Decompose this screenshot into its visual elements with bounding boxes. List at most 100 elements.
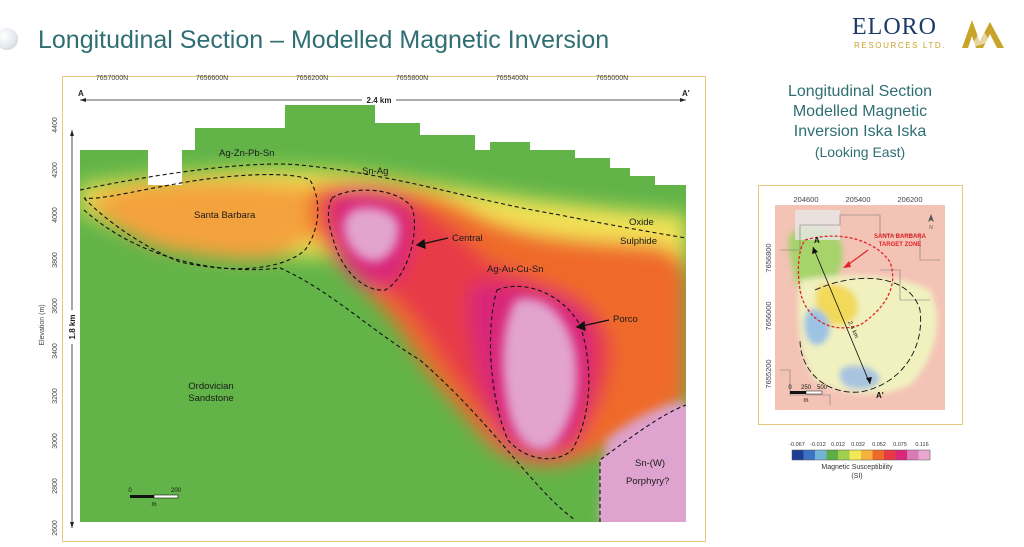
legend-border <box>791 449 931 461</box>
inset-northing-labels: 7656800 7656000 7655200 <box>764 243 773 388</box>
inset-northing-label: 7655200 <box>764 359 773 388</box>
northing-label: 7655800N <box>396 75 428 82</box>
feature-labels: Ag-Zn-Pb-Sn Sn-Ag Santa Barbara Central … <box>188 148 669 487</box>
elevation-tick: 2800 <box>52 478 59 494</box>
legend-swatch <box>815 450 827 460</box>
inset-scale-tick: 0 <box>788 385 792 391</box>
elevation-tick: 3200 <box>52 388 59 404</box>
side-title-line: (Looking East) <box>814 144 906 160</box>
label-oxide: Oxide <box>629 217 654 228</box>
inset-scale-unit: m <box>804 398 809 404</box>
north-label: N <box>929 225 933 231</box>
side-title-line: Modelled Magnetic <box>792 103 928 120</box>
inset-scale-bar: 0 250 500 m <box>788 385 827 404</box>
legend-swatch <box>792 450 804 460</box>
side-title-line: Longitudinal Section <box>787 83 933 100</box>
scale-unit: m <box>152 502 157 508</box>
inset-end-label: A' <box>876 391 884 400</box>
section-end-label: A' <box>682 89 690 98</box>
legend-swatch <box>838 450 850 460</box>
eloro-logo: ELORO RESOURCES LTD. <box>848 12 1008 54</box>
northing-label: 7656200N <box>296 75 328 82</box>
target-zone-label: TARGET ZONE <box>879 242 922 248</box>
easting-label: 204600 <box>793 195 818 204</box>
scale-max: 200 <box>171 488 182 494</box>
legend-title-text: Magnetic Susceptibility <box>821 464 893 471</box>
easting-label: 206200 <box>897 195 922 204</box>
elevation-tick: 4000 <box>52 207 59 223</box>
elevation-axis-label: Elevation (m) <box>39 304 46 345</box>
legend-swatch <box>918 450 931 460</box>
elevation-axis: 4400 4200 4000 3800 3600 3400 3200 3000 … <box>39 117 59 536</box>
legend-tick: -0.012 <box>810 442 826 448</box>
label-santa-barbara: Santa Barbara <box>194 210 256 221</box>
interpretation-lines <box>79 163 687 522</box>
legend-swatch <box>872 450 885 460</box>
legend-title: Magnetic Susceptibility (SI) <box>782 463 932 481</box>
northing-label: 7655400N <box>496 75 528 82</box>
legend-ticks: -0.067 -0.012 0.012 0.032 0.052 0.075 0.… <box>789 442 928 448</box>
legend-swatch <box>907 450 919 460</box>
label-ag-au-cu-sn: Ag-Au-Cu-Sn <box>487 264 544 275</box>
label-ag-zn-pb-sn: Ag-Zn-Pb-Sn <box>219 148 274 159</box>
logo-wordmark: ELORO <box>852 14 937 40</box>
legend-swatch <box>849 450 862 460</box>
bullet-decoration <box>0 28 18 50</box>
legend-swatch <box>861 450 873 460</box>
target-zone-label: SANTA BARBARA <box>874 234 927 240</box>
inset-scale-tick: 500 <box>817 385 828 391</box>
legend-swatch <box>895 450 908 460</box>
label-sn-ag: Sn-Ag <box>362 166 388 177</box>
label-sulphide: Sulphide <box>620 236 657 247</box>
magnetic-model <box>80 105 686 522</box>
section-frame <box>62 76 706 542</box>
easting-label: 205400 <box>845 195 870 204</box>
label-porphyry: Porphyry? <box>626 476 669 487</box>
side-panel-title: Longitudinal Section Modelled Magnetic I… <box>745 82 975 162</box>
inset-map-frame <box>758 185 963 425</box>
side-title-line: Inversion Iska Iska <box>793 123 927 140</box>
label-central: Central <box>452 233 483 244</box>
northing-label: 7655000N <box>596 75 628 82</box>
elevation-tick: 3600 <box>52 298 59 314</box>
north-arrow-icon <box>928 214 934 222</box>
legend-tick: 0.075 <box>893 442 907 448</box>
legend-tick: 0.116 <box>915 442 928 448</box>
legend-tick: 0.012 <box>831 442 845 448</box>
logo-subtitle: RESOURCES LTD. <box>854 41 947 50</box>
section-start-label: A <box>78 89 84 98</box>
elevation-tick: 3800 <box>52 252 59 268</box>
inset-scale-tick: 250 <box>801 385 812 391</box>
legend-swatch <box>803 450 816 460</box>
label-sandstone: Sandstone <box>188 393 233 404</box>
inset-start-label: A <box>814 236 820 245</box>
inset-northing-label: 7656000 <box>764 301 773 330</box>
legend-color-bar <box>791 449 931 461</box>
elevation-tick: 3000 <box>52 433 59 449</box>
inset-northing-label: 7656800 <box>764 243 773 272</box>
northing-label: 7657000N <box>96 75 128 82</box>
slide-title: Longitudinal Section – Modelled Magnetic… <box>38 26 610 54</box>
legend-tick: 0.052 <box>872 442 886 448</box>
legend-swatch <box>826 450 839 460</box>
label-porco: Porco <box>613 314 638 325</box>
scale-min: 0 <box>128 488 132 494</box>
legend-swatch <box>884 450 896 460</box>
section-height-label: 1.8 km <box>68 315 77 340</box>
inset-easting-labels: 204600 205400 206200 <box>793 195 922 204</box>
section-width-label: 2.4 km <box>367 96 392 105</box>
elevation-tick: 2600 <box>52 520 59 536</box>
legend-tick: 0.032 <box>851 442 865 448</box>
elevation-tick: 3400 <box>52 343 59 359</box>
legend-unit-text: (SI) <box>851 473 863 480</box>
northing-labels: 7657000N 7656600N 7656200N 7655800N 7655… <box>96 75 628 82</box>
elevation-tick: 4400 <box>52 117 59 133</box>
section-scale-bar: 0 200 m <box>128 488 181 508</box>
label-ordovician: Ordovician <box>188 381 233 392</box>
legend-tick: -0.067 <box>789 442 805 448</box>
label-sn-w: Sn-(W) <box>635 458 665 469</box>
northing-label: 7656600N <box>196 75 228 82</box>
